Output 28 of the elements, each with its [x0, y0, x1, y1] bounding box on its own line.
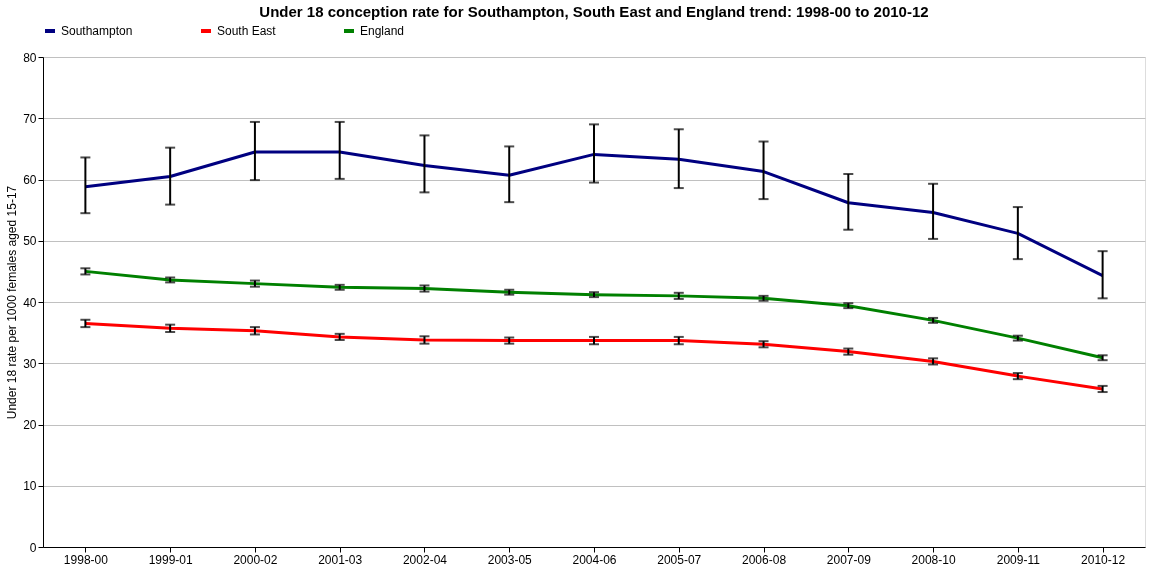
y-tick-label: 60: [23, 173, 37, 187]
x-tick-label: 2003-05: [487, 552, 533, 567]
y-tick-label: 20: [23, 418, 37, 432]
y-tick-label: 80: [23, 50, 37, 65]
x-tick-label: 2001-03: [318, 552, 363, 567]
x-tick-label: 2009-11: [996, 552, 1041, 567]
line-series: [83, 150, 1105, 278]
chart-title: Under 18 conception rate for Southampton, South East and England trend: 1998-00 to 2010-12: [259, 3, 929, 20]
y-tick-label: 70: [23, 111, 37, 126]
legend-label: Southampton: [61, 24, 133, 38]
x-tick-label: 2008-10: [911, 552, 956, 567]
y-tick-label: 40: [23, 295, 37, 310]
x-tick-label: 2005-07: [657, 552, 702, 567]
y-tick-label: 30: [23, 356, 37, 371]
y-tick-label: 50: [23, 234, 37, 249]
x-tick-label: 2007-09: [826, 552, 872, 567]
x-tick-label: 2002-04: [402, 552, 448, 567]
x-tick-label: 2000-02: [233, 552, 278, 567]
y-tick-label: 0: [29, 540, 37, 555]
x-tick-label: 1998-00: [63, 552, 109, 567]
legend-label: South East: [217, 24, 277, 38]
y-tick-label: 10: [23, 479, 37, 494]
legend-label: England: [360, 24, 405, 38]
x-tick-label: 2004-06: [572, 552, 617, 567]
y-axis-title: Under 18 rate per 1000 females aged 15-17: [5, 185, 20, 420]
x-tick-label: 1999-01: [148, 552, 193, 567]
x-tick-label: 2010-12: [1081, 552, 1126, 567]
x-tick-label: 2006-08: [742, 552, 787, 567]
